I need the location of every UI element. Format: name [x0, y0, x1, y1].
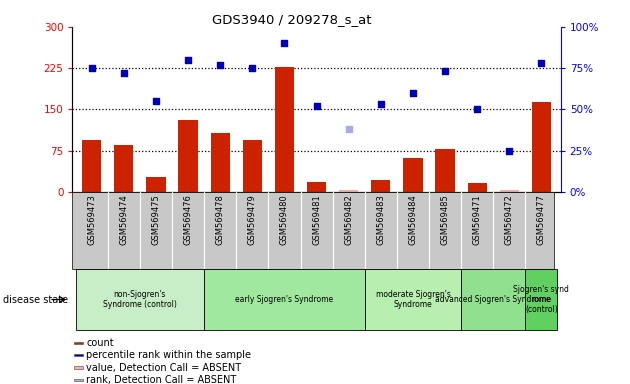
Text: GSM569482: GSM569482 — [344, 194, 353, 245]
Bar — [82, 140, 101, 192]
Text: GSM569478: GSM569478 — [215, 194, 225, 245]
Bar — [114, 145, 134, 192]
Bar — [210, 132, 230, 192]
Bar — [365, 269, 461, 330]
Bar — [371, 180, 391, 192]
Bar — [243, 140, 262, 192]
Point — [343, 126, 353, 132]
Point — [312, 103, 322, 109]
Text: disease state: disease state — [3, 295, 68, 305]
Point — [440, 68, 450, 74]
Point — [215, 62, 226, 68]
Text: GSM569484: GSM569484 — [408, 194, 418, 245]
Bar — [467, 183, 487, 192]
Point — [280, 40, 290, 46]
Bar — [74, 366, 83, 369]
Bar — [74, 379, 83, 381]
Point — [408, 90, 418, 96]
Text: GSM569483: GSM569483 — [376, 194, 386, 245]
Text: GSM569476: GSM569476 — [183, 194, 193, 245]
Bar — [525, 269, 558, 330]
Point — [248, 65, 258, 71]
Text: non-Sjogren's
Syndrome (control): non-Sjogren's Syndrome (control) — [103, 290, 177, 309]
Text: GSM569473: GSM569473 — [87, 194, 96, 245]
Bar — [339, 190, 358, 192]
Bar — [435, 149, 455, 192]
Point — [183, 57, 193, 63]
Bar — [461, 269, 525, 330]
Text: GSM569481: GSM569481 — [312, 194, 321, 245]
Text: count: count — [86, 338, 114, 348]
Title: GDS3940 / 209278_s_at: GDS3940 / 209278_s_at — [212, 13, 372, 26]
Text: percentile rank within the sample: percentile rank within the sample — [86, 350, 251, 360]
Bar — [307, 182, 326, 192]
Point — [504, 148, 514, 154]
Point — [472, 106, 482, 113]
Text: GSM569474: GSM569474 — [119, 194, 129, 245]
Bar — [146, 177, 166, 192]
Bar — [204, 269, 365, 330]
Point — [119, 70, 129, 76]
Text: GSM569485: GSM569485 — [440, 194, 450, 245]
Bar — [275, 66, 294, 192]
Text: value, Detection Call = ABSENT: value, Detection Call = ABSENT — [86, 362, 241, 372]
Text: GSM569479: GSM569479 — [248, 194, 257, 245]
Point — [375, 101, 386, 108]
Text: advanced Sjogren's Syndrome: advanced Sjogren's Syndrome — [435, 295, 551, 304]
Bar — [178, 121, 198, 192]
Text: GSM569477: GSM569477 — [537, 194, 546, 245]
Bar — [500, 190, 519, 192]
Bar — [403, 158, 423, 192]
Text: GSM569471: GSM569471 — [472, 194, 482, 245]
Point — [87, 65, 97, 71]
Bar — [74, 354, 83, 356]
Text: GSM569480: GSM569480 — [280, 194, 289, 245]
Bar — [76, 269, 204, 330]
Text: GSM569472: GSM569472 — [505, 194, 514, 245]
Text: GSM569475: GSM569475 — [151, 194, 161, 245]
Text: Sjogren's synd
rome
(control): Sjogren's synd rome (control) — [513, 285, 570, 314]
Text: rank, Detection Call = ABSENT: rank, Detection Call = ABSENT — [86, 375, 236, 384]
Point — [151, 98, 161, 104]
Text: moderate Sjogren's
Syndrome: moderate Sjogren's Syndrome — [375, 290, 450, 309]
Point — [536, 60, 546, 66]
Text: early Sjogren's Syndrome: early Sjogren's Syndrome — [236, 295, 333, 304]
Bar — [532, 102, 551, 192]
Bar — [74, 342, 83, 344]
